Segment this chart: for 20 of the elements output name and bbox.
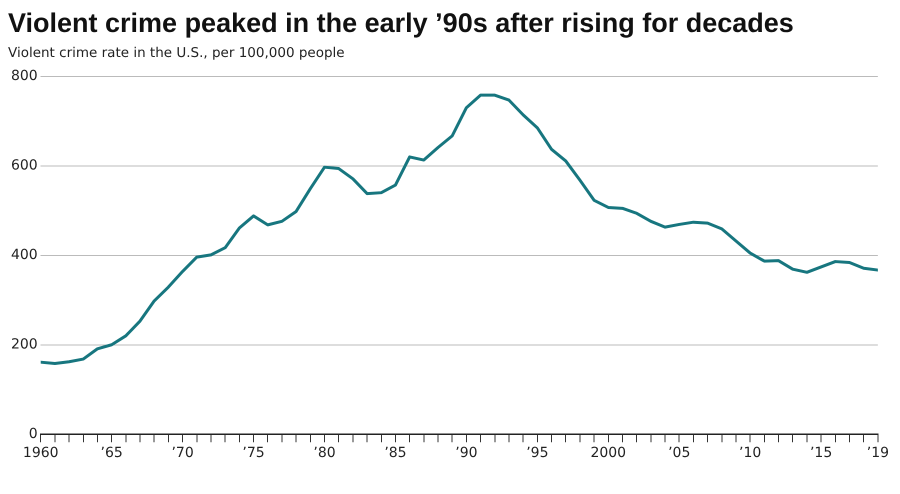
x-tick-label: ’95 <box>526 445 548 462</box>
x-tick-label: ’65 <box>100 445 123 462</box>
chart-title: Violent crime peaked in the early ’90s after rising for decades <box>8 8 795 39</box>
x-tick-label: 1960 <box>22 445 59 462</box>
chart-subtitle: Violent crime rate in the U.S., per 100,000 people <box>8 45 346 61</box>
x-tick-label: ’75 <box>242 445 265 462</box>
x-tick-label: ’19 <box>866 445 889 462</box>
x-tick-label: ’10 <box>739 445 762 462</box>
x-tick-label: 2000 <box>590 445 626 462</box>
y-tick-label: 600 <box>10 157 38 174</box>
x-tick-label: ’90 <box>455 445 478 462</box>
x-tick-label: ’85 <box>384 445 407 462</box>
x-tick-label: ’15 <box>810 445 832 462</box>
y-tick-label: 400 <box>10 246 38 263</box>
x-tick-label: ’80 <box>313 445 336 462</box>
x-tick-label: ’70 <box>171 445 194 462</box>
y-tick-label: 200 <box>10 336 38 352</box>
y-tick-label: 0 <box>28 426 38 442</box>
y-tick-label: 800 <box>10 68 38 84</box>
x-tick-label: ’05 <box>668 445 690 462</box>
